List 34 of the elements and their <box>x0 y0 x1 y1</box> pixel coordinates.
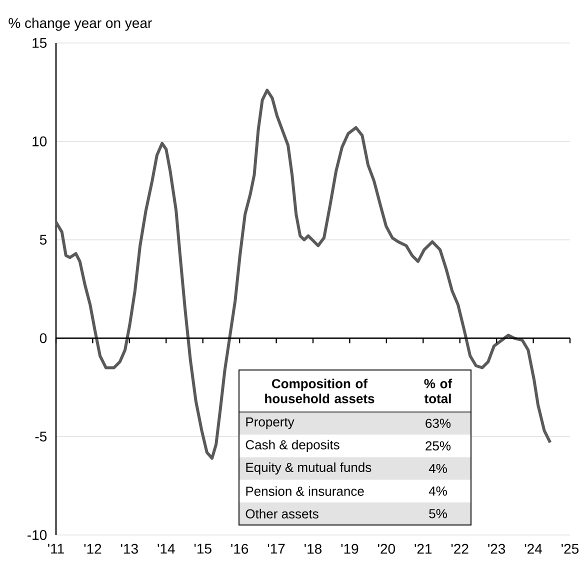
annotation: 4% <box>428 486 447 496</box>
x-tick-label: '14 <box>158 544 175 554</box>
y-tick-label: 10 <box>32 136 47 146</box>
annotation: Cash & deposits <box>246 440 340 452</box>
x-tick-label: '13 <box>121 544 138 554</box>
x-tick-label: '21 <box>414 544 432 554</box>
annotation: Pension & insurance <box>246 486 364 496</box>
x-tick-label: '16 <box>231 544 248 554</box>
y-tick-label: -5 <box>35 432 47 442</box>
annotation: 63% <box>426 418 451 428</box>
x-tick-label: '24 <box>524 544 542 554</box>
x-tick-label: '17 <box>268 544 285 554</box>
x-tick-label: '15 <box>194 544 212 554</box>
y-tick-label: 5 <box>40 234 47 245</box>
y-tick-label: 0 <box>40 333 47 344</box>
annotation: % of total <box>424 378 452 404</box>
annotation: Composition of household assets <box>265 378 374 404</box>
annotation: 5% <box>429 509 447 518</box>
annotation: 4% <box>428 464 447 474</box>
annotation: Other assets <box>246 508 318 518</box>
x-tick-label: '11 <box>48 544 64 554</box>
annotation: 25% <box>426 441 451 450</box>
x-tick-label: '22 <box>451 544 468 554</box>
y-tick-label: 15 <box>32 38 47 48</box>
annotation: Property <box>246 417 294 430</box>
annotation: Equity & mutual funds <box>246 462 372 475</box>
y-tick-label: -10 <box>28 530 47 540</box>
x-tick-label: '20 <box>378 544 396 554</box>
x-tick-label: '18 <box>304 544 322 554</box>
x-tick-label: '19 <box>341 544 358 554</box>
y-axis-title: % change year on year <box>8 18 152 31</box>
x-tick-label: '12 <box>84 544 102 554</box>
x-tick-label: '23 <box>488 544 506 554</box>
x-tick-label: '25 <box>562 544 579 554</box>
